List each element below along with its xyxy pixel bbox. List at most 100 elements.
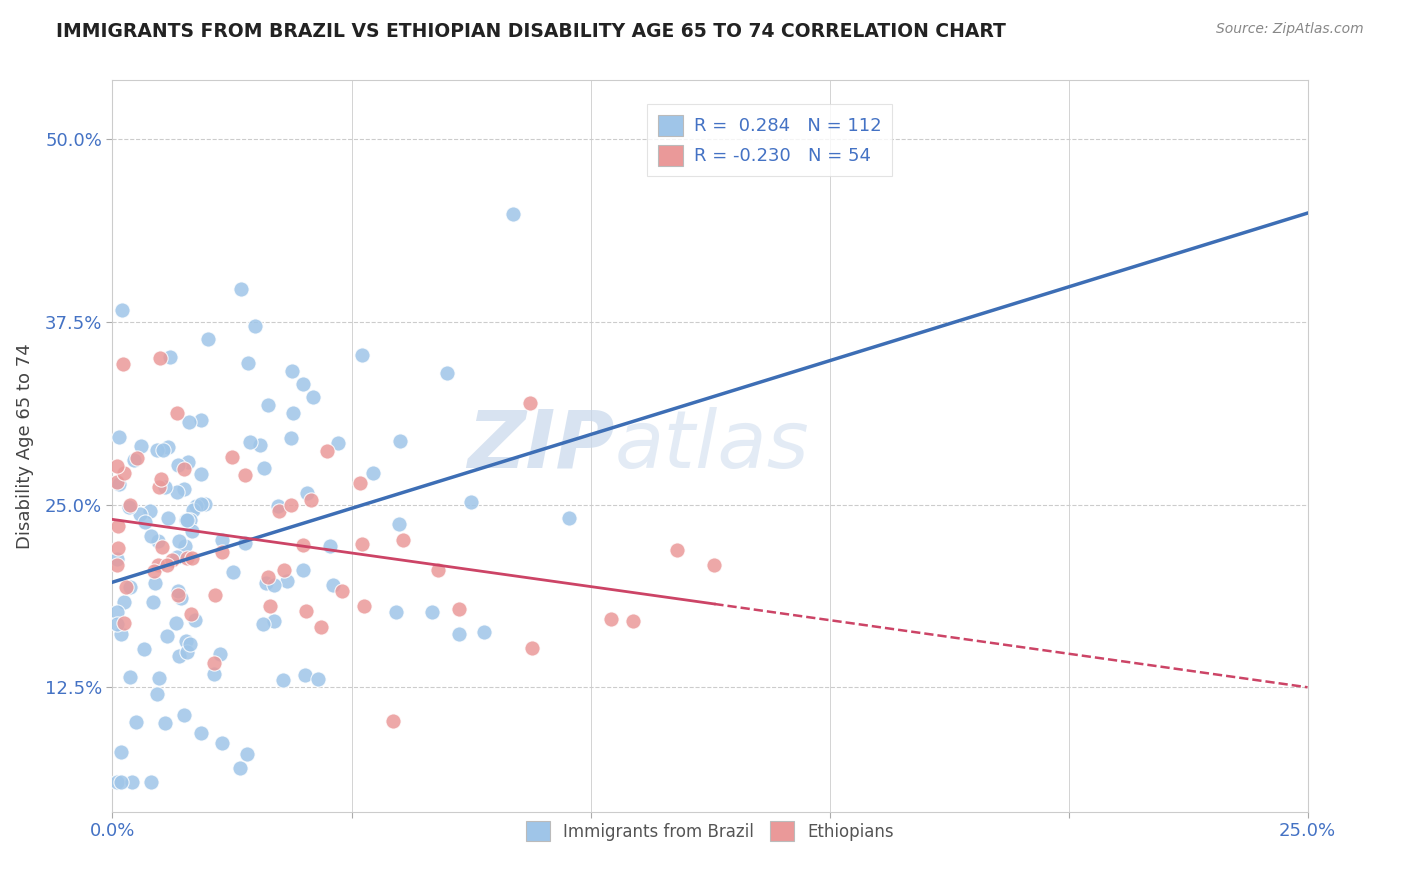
Point bbox=[280, 498, 302, 512]
Point bbox=[176, 551, 198, 566]
Point bbox=[208, 647, 231, 661]
Point bbox=[167, 588, 190, 602]
Point bbox=[263, 614, 285, 628]
Point bbox=[176, 645, 198, 659]
Point bbox=[472, 624, 495, 639]
Point bbox=[156, 629, 179, 643]
Point bbox=[520, 641, 543, 656]
Point bbox=[194, 497, 217, 511]
Point bbox=[145, 687, 167, 701]
Point bbox=[150, 472, 173, 486]
Point bbox=[174, 513, 197, 527]
Point bbox=[449, 627, 471, 641]
Text: Source: ZipAtlas.com: Source: ZipAtlas.com bbox=[1216, 22, 1364, 37]
Point bbox=[129, 439, 152, 453]
Point bbox=[254, 575, 277, 590]
Point bbox=[181, 524, 204, 538]
Point bbox=[249, 438, 271, 452]
Point bbox=[349, 476, 371, 491]
Point bbox=[173, 707, 195, 722]
Point bbox=[184, 499, 207, 513]
Point bbox=[173, 539, 195, 553]
Point bbox=[110, 627, 132, 641]
Point bbox=[353, 599, 375, 614]
Point bbox=[146, 558, 169, 572]
Point bbox=[326, 436, 349, 450]
Point bbox=[388, 516, 411, 531]
Point bbox=[132, 641, 155, 656]
Point bbox=[222, 565, 245, 579]
Point bbox=[392, 533, 415, 547]
Point bbox=[267, 504, 290, 518]
Point bbox=[179, 637, 201, 651]
Point bbox=[112, 615, 135, 630]
Point bbox=[295, 485, 318, 500]
Point bbox=[436, 366, 458, 380]
Point bbox=[148, 479, 170, 493]
Point bbox=[273, 563, 295, 577]
Point bbox=[623, 614, 645, 628]
Point bbox=[236, 747, 259, 762]
Point bbox=[221, 450, 243, 464]
Point bbox=[139, 775, 162, 789]
Point bbox=[105, 459, 128, 474]
Point bbox=[118, 500, 141, 514]
Point bbox=[197, 333, 219, 347]
Point bbox=[291, 376, 314, 391]
Point bbox=[202, 667, 225, 681]
Point bbox=[165, 615, 187, 630]
Point bbox=[146, 534, 169, 549]
Point bbox=[145, 442, 167, 457]
Point bbox=[352, 537, 374, 551]
Point bbox=[160, 552, 183, 566]
Point bbox=[112, 467, 135, 481]
Point bbox=[118, 498, 141, 512]
Point bbox=[122, 453, 145, 467]
Point bbox=[173, 482, 195, 496]
Point bbox=[166, 458, 188, 472]
Point bbox=[156, 511, 179, 525]
Point bbox=[149, 351, 172, 366]
Point bbox=[176, 513, 198, 527]
Point bbox=[307, 672, 329, 686]
Point bbox=[152, 443, 174, 458]
Point bbox=[299, 492, 322, 507]
Text: atlas: atlas bbox=[614, 407, 810, 485]
Point bbox=[460, 495, 482, 509]
Point bbox=[156, 558, 179, 572]
Point bbox=[263, 578, 285, 592]
Point bbox=[330, 584, 353, 599]
Point bbox=[519, 396, 541, 410]
Point bbox=[107, 541, 129, 556]
Point bbox=[166, 485, 188, 500]
Point bbox=[148, 671, 170, 685]
Point bbox=[153, 715, 176, 730]
Point bbox=[190, 726, 212, 740]
Point bbox=[157, 440, 180, 454]
Point bbox=[291, 563, 314, 577]
Point bbox=[108, 429, 131, 443]
Point bbox=[166, 406, 188, 420]
Point bbox=[177, 455, 200, 469]
Point bbox=[181, 550, 204, 565]
Point bbox=[283, 406, 305, 420]
Point bbox=[173, 462, 195, 476]
Point bbox=[502, 207, 524, 221]
Point bbox=[211, 545, 233, 559]
Point bbox=[301, 390, 323, 404]
Point bbox=[292, 538, 315, 552]
Point bbox=[243, 318, 266, 333]
Point bbox=[125, 715, 148, 730]
Point bbox=[322, 578, 344, 592]
Point bbox=[181, 503, 204, 517]
Point bbox=[309, 620, 332, 634]
Point bbox=[107, 605, 129, 619]
Point bbox=[363, 466, 385, 480]
Point bbox=[294, 668, 316, 682]
Point bbox=[256, 570, 278, 584]
Point bbox=[259, 599, 281, 613]
Point bbox=[150, 540, 173, 554]
Point bbox=[105, 558, 128, 573]
Point bbox=[252, 616, 274, 631]
Point bbox=[121, 775, 143, 789]
